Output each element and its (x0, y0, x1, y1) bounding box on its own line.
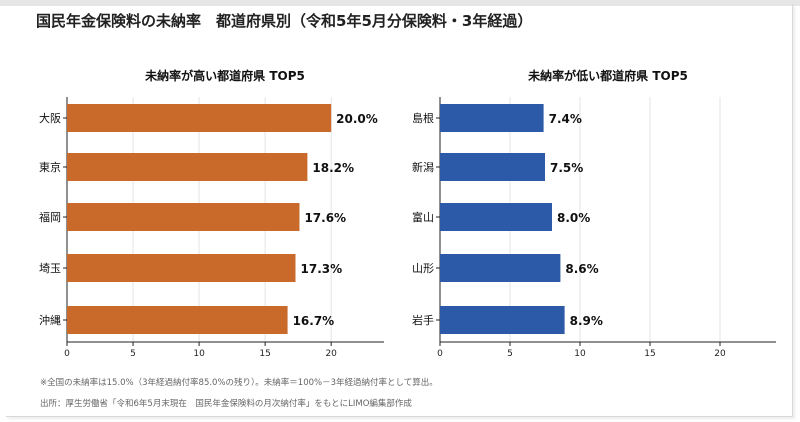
high-x-tick-label: 0 (64, 349, 70, 359)
high-x-tick-label: 5 (130, 349, 136, 359)
high-x-tick-label: 15 (259, 349, 270, 359)
low-x-tick-label: 20 (714, 349, 726, 359)
low-category-label: 岩手 (412, 313, 434, 327)
low-value-label: 7.4% (549, 112, 582, 126)
low-x-tick-label: 10 (574, 349, 586, 359)
high-bar (67, 306, 288, 334)
low-value-label: 8.6% (565, 262, 598, 276)
low-category-label: 島根 (412, 111, 434, 125)
low-x-tick-label: 0 (437, 349, 443, 359)
high-category-label: 大阪 (39, 111, 61, 125)
low-category-label: 山形 (412, 262, 434, 275)
low-bar (440, 203, 552, 231)
figure-title: 国民年金保険料の未納率 都道府県別（令和5年5月分保険料・3年経過） (36, 12, 533, 30)
low-chart-title: 未納率が低い都道府県 TOP5 (527, 68, 688, 83)
high-x-tick-label: 10 (193, 349, 205, 359)
low-bar (440, 254, 561, 282)
low-value-label: 8.9% (570, 314, 603, 328)
high-chart-title: 未納率が高い都道府県 TOP5 (144, 68, 305, 83)
footnote-national-rate: ※全国の未納率は15.0%（3年経過納付率85.0%の残り）。未納率＝100%－… (40, 378, 438, 388)
high-category-label: 埼玉 (39, 261, 61, 275)
low-category-label: 富山 (412, 210, 434, 224)
top-border (0, 0, 800, 6)
footnote-source: 出所：厚生労働省「令和6年5月末現在 国民年金保険料の月次納付率」をもとにLIM… (40, 399, 412, 409)
low-x-tick-label: 5 (507, 349, 513, 359)
high-bar (67, 153, 308, 181)
high-category-label: 東京 (39, 160, 61, 174)
high-value-label: 17.6% (304, 211, 346, 225)
high-value-label: 18.2% (312, 161, 354, 175)
low-value-label: 8.0% (557, 211, 590, 225)
low-category-label: 新潟 (412, 160, 434, 174)
low-bar (440, 153, 545, 181)
figure-frame (6, 4, 793, 417)
low-bar (440, 104, 544, 132)
low-bar (440, 306, 565, 334)
high-value-label: 16.7% (293, 314, 335, 328)
high-value-label: 20.0% (336, 112, 378, 126)
high-bar (67, 104, 332, 132)
high-category-label: 沖縄 (39, 313, 61, 327)
high-x-tick-label: 20 (325, 349, 337, 359)
high-bar (67, 203, 300, 231)
high-bar (67, 254, 296, 282)
high-value-label: 17.3% (301, 262, 343, 276)
high-category-label: 福岡 (39, 210, 61, 224)
low-x-tick-label: 15 (644, 349, 655, 359)
low-value-label: 7.5% (550, 161, 583, 175)
